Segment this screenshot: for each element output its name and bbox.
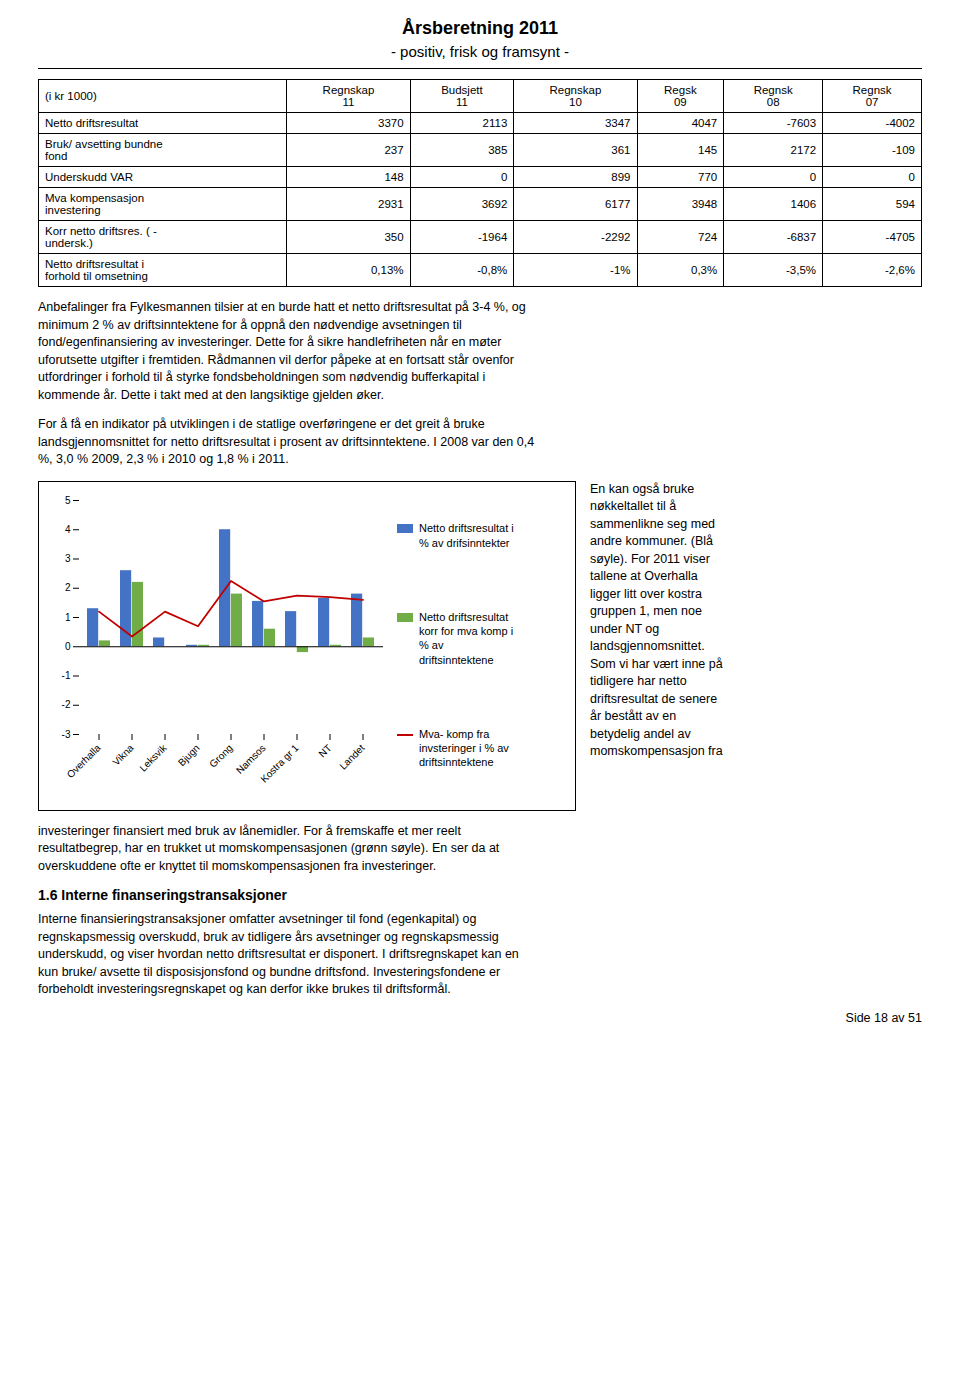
html-text:Årsberetning 2011: Årsberetning 2011 [402, 18, 558, 38]
html-text:Interne finansieringstransaksj: Interne finansieringstransaksjoner omfat… [38, 912, 519, 996]
html-text:-109: -109 [892, 144, 915, 156]
svg-text:Namsos: Namsos [234, 742, 268, 776]
html-text:Anbefalinger fra Fylkesmannen: Anbefalinger fra Fylkesmannen tilsier at… [38, 300, 526, 402]
html-text:3347: 3347 [604, 117, 631, 129]
html-text:2113: 2113 [482, 117, 508, 129]
html-text:770: 770 [698, 171, 718, 183]
html-text:-1%: -1% [610, 264, 631, 276]
html-text:0,13%: 0,13% [371, 264, 404, 276]
html-text:-4705: -4705 [885, 231, 915, 243]
html-text:0: 0 [500, 171, 508, 183]
html-text:-0,8%: -0,8% [477, 264, 508, 276]
html-text:1406: 1406 [790, 198, 817, 210]
html-text:3948: 3948 [691, 198, 718, 210]
html-text:-4002: -4002 [885, 117, 915, 129]
html-text:En kan også bruke nøkkeltallet: En kan også bruke nøkkeltallet til å sam… [590, 481, 723, 758]
html-text:385: 385 [488, 144, 508, 156]
html-text:-1964: -1964 [477, 231, 508, 243]
html-text:Budsjett 11: Budsjett 11 [441, 84, 483, 108]
svg-text:0: 0 [65, 640, 71, 651]
svg-text:Landet: Landet [337, 742, 367, 772]
html-text:Regnskap 11: Regnskap 11 [322, 84, 375, 108]
html-text:-3,5%: -3,5% [786, 264, 817, 276]
html-text:2931: 2931 [378, 198, 404, 210]
html-text:-2292: -2292 [601, 231, 631, 243]
html-text:237: 237 [384, 144, 404, 156]
svg-text:-3: -3 [62, 728, 71, 739]
html-text:Underskudd VAR: Underskudd VAR [45, 171, 133, 183]
html-text:1.6 Interne finanseringstransa: 1.6 Interne finanseringstransaksjoner [38, 887, 287, 903]
html-text:361: 361 [611, 144, 631, 156]
svg-text:2: 2 [65, 582, 71, 593]
html-text:(i kr 1000): (i kr 1000) [45, 90, 97, 102]
html-text:Bruk/ avsetting bundne fond: Bruk/ avsetting bundne fond [45, 138, 163, 162]
html-text:-6837: -6837 [786, 231, 817, 243]
html-text:Netto driftsresultat: Netto driftsresultat [45, 117, 139, 129]
html-text:Regnsk 07: Regnsk 07 [852, 84, 892, 108]
html-text:Netto driftsresultat i forhold: Netto driftsresultat i forhold til omset… [45, 258, 148, 282]
svg-text:-2: -2 [62, 699, 71, 710]
svg-text:-1: -1 [62, 670, 71, 681]
html-text:Netto driftsresultat korr for: Netto driftsresultat korr for mva komp i… [419, 610, 514, 666]
html-text:724: 724 [698, 231, 718, 243]
html-text:Regsk 09: Regsk 09 [664, 84, 697, 108]
html-text:-2,6%: -2,6% [885, 264, 915, 276]
html-text:350: 350 [384, 231, 404, 243]
html-text:148: 148 [384, 171, 404, 183]
html-text:Korr netto driftsres. ( - unde: Korr netto driftsres. ( - undersk.) [45, 225, 157, 249]
html-text:6177: 6177 [604, 198, 631, 210]
svg-text:Leksvik: Leksvik [137, 741, 169, 773]
svg-text:Overhalla: Overhalla [65, 741, 103, 779]
svg-text:4: 4 [65, 523, 71, 534]
svg-text:Kostra gr 1: Kostra gr 1 [258, 741, 301, 784]
html-text:3692: 3692 [481, 198, 508, 210]
html-text:0,3%: 0,3% [691, 264, 718, 276]
html-text:Regnskap 10: Regnskap 10 [549, 84, 602, 108]
html-text:145: 145 [698, 144, 718, 156]
html-text:-7603: -7603 [786, 117, 817, 129]
html-text:Mva- komp fra invsteringer i %: Mva- komp fra invsteringer i % av drifts… [419, 727, 509, 769]
svg-text:NT: NT [316, 742, 333, 759]
html-text:Mva kompensasjon investering: Mva kompensasjon investering [45, 192, 145, 216]
svg-text:Bjugn: Bjugn [176, 742, 202, 768]
html-text:- positiv, frisk og framsynt -: - positiv, frisk og framsynt - [391, 43, 569, 60]
html-text:For å få en indikator på utvik: For å få en indikator på utviklingen i d… [38, 417, 535, 466]
svg-text:1: 1 [65, 611, 71, 622]
html-text:2172: 2172 [790, 144, 817, 156]
svg-text:3: 3 [65, 553, 71, 564]
svg-text:Vikna: Vikna [110, 741, 136, 767]
html-text:899: 899 [611, 171, 631, 183]
html-text:investeringer finansiert med b: investeringer finansiert med bruk av lån… [38, 823, 500, 873]
svg-text:Grong: Grong [207, 742, 234, 769]
svg-text:5: 5 [65, 494, 71, 505]
html-text:3370: 3370 [378, 117, 404, 129]
html-text:0: 0 [908, 171, 915, 183]
html-text:Netto driftsresultat i % av dr: Netto driftsresultat i % av drifsinntekt… [419, 522, 514, 549]
html-text:Side 18 av 51: Side 18 av 51 [845, 1010, 922, 1025]
html-text:Regnsk 08: Regnsk 08 [753, 84, 793, 108]
html-text:4047: 4047 [691, 117, 718, 129]
html-text:0: 0 [809, 171, 817, 183]
html-text:594: 594 [895, 198, 915, 210]
